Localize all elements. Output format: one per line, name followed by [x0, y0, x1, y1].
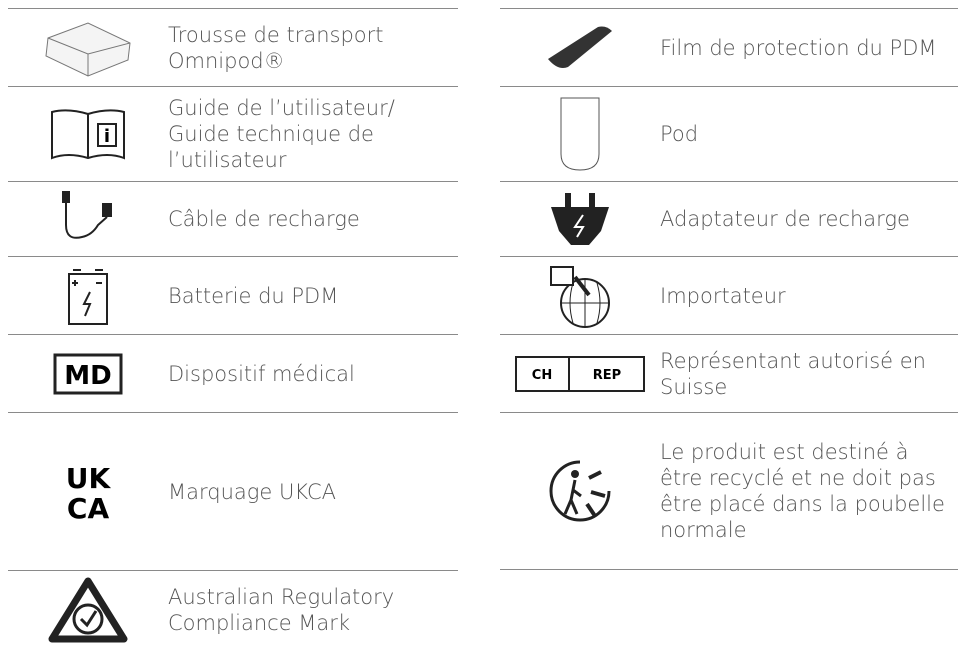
pod-icon [555, 94, 605, 174]
icon-part [500, 94, 660, 174]
row: Importateur [500, 256, 958, 334]
icon-part [8, 266, 168, 326]
icon-part [62, 191, 70, 203]
label: Guide de l’utilisateur/ Guide technique … [168, 95, 458, 173]
icon-part [589, 193, 595, 209]
triman-icon [545, 456, 615, 526]
icon-part: MD [8, 353, 168, 395]
right-table: Film de protection du PDM Pod Adaptateur… [500, 8, 958, 570]
icon-part [561, 98, 599, 170]
label: Australian Regulatory Compliance Mark [168, 584, 458, 636]
icon-part: CH REP [500, 356, 660, 392]
icon-part [52, 581, 124, 639]
row: CH REP Représentant autorisé en Suisse [500, 334, 958, 412]
icon-part [500, 456, 660, 526]
row: Trousse de transport Omnipod® [8, 8, 458, 86]
icon-part [8, 189, 168, 249]
icon-part [72, 270, 103, 316]
icon-text: MD [64, 361, 111, 391]
row: MD Dispositif médical [8, 334, 458, 412]
row: Australian Regulatory Compliance Mark [8, 570, 458, 648]
label: Marquage UKCA [168, 479, 342, 505]
row: Pod [500, 86, 958, 181]
label: Câble de recharge [168, 206, 366, 232]
label: Film de protection du PDM [660, 35, 943, 61]
icon-part [81, 611, 96, 625]
icon-part: i [8, 106, 168, 162]
label: Pod [660, 121, 704, 147]
icon-part: i [104, 126, 110, 147]
icon-part [500, 263, 660, 329]
label: Importateur [660, 283, 792, 309]
case-icon [38, 18, 138, 78]
ukca-icon: UKCA [58, 462, 118, 522]
left-table: Trousse de transport Omnipod® i Guide de… [8, 8, 458, 648]
label: Batterie du PDM [168, 283, 344, 309]
row: Câble de recharge [8, 181, 458, 256]
manual-icon: i [48, 106, 128, 162]
icon-text: CA [67, 492, 110, 522]
icon-text: REP [593, 368, 621, 383]
adapter-icon [545, 191, 615, 247]
icon-part [500, 191, 660, 247]
icon-part [74, 605, 102, 633]
page: Trousse de transport Omnipod® i Guide de… [0, 0, 958, 648]
row: Le produit est destiné à être recyclé et… [500, 412, 958, 570]
icon-part [102, 203, 112, 217]
row: Batterie du PDM [8, 256, 458, 334]
row: Adaptateur de recharge [500, 181, 958, 256]
icon-part [565, 480, 581, 514]
icon-part [565, 193, 571, 209]
rcm-icon [48, 577, 128, 643]
label: Adaptateur de recharge [660, 206, 916, 232]
label: Représentant autorisé en Suisse [660, 348, 958, 400]
icon-text: CH [532, 368, 552, 383]
icon-part [66, 203, 107, 238]
icon-part [571, 470, 579, 478]
row: i Guide de l’utilisateur/ Guide techniqu… [8, 86, 458, 181]
icon-part [551, 267, 573, 285]
label: Dispositif médical [168, 361, 361, 387]
icon-text: UK [66, 462, 112, 495]
row: Film de protection du PDM [500, 8, 958, 86]
film-icon [540, 23, 620, 73]
label: Le produit est destiné à être recyclé et… [660, 439, 958, 543]
cable-icon [58, 189, 118, 249]
label: Trousse de transport Omnipod® [168, 22, 458, 74]
icon-part [500, 23, 660, 73]
ch-rep-icon: CH REP [515, 356, 645, 392]
md-icon: MD [53, 353, 123, 395]
icon-part [8, 577, 168, 643]
importer-icon [545, 263, 615, 329]
icon-part [8, 18, 168, 78]
battery-icon [63, 266, 113, 326]
icon-part [548, 26, 612, 68]
